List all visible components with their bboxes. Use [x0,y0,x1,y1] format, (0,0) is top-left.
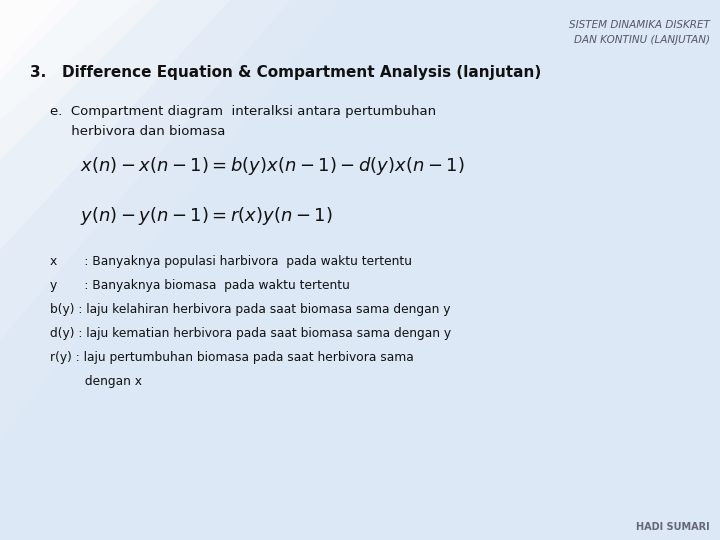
Text: e.  Compartment diagram  interalksi antara pertumbuhan: e. Compartment diagram interalksi antara… [50,105,436,118]
Text: $y\left(n\right)-y\left(n-1\right)=r\left(x\right)y\left(n-1\right)$: $y\left(n\right)-y\left(n-1\right)=r\lef… [80,205,333,227]
Text: r(y) : laju pertumbuhan biomasa pada saat herbivora sama: r(y) : laju pertumbuhan biomasa pada saa… [50,351,414,364]
Text: herbivora dan biomasa: herbivora dan biomasa [50,125,225,138]
Polygon shape [0,0,160,160]
Text: 3.   Difference Equation & Compartment Analysis (lanjutan): 3. Difference Equation & Compartment Ana… [30,65,541,80]
Text: HADI SUMARI: HADI SUMARI [636,522,710,532]
Polygon shape [0,0,290,340]
Polygon shape [0,0,340,440]
Polygon shape [0,0,140,120]
Polygon shape [0,0,80,80]
Polygon shape [0,0,60,70]
Text: dengan x: dengan x [50,375,142,388]
Text: $x\left(n\right)-x\left(n-1\right)=b\left(y\right)x\left(n-1\right)-d\left(y\rig: $x\left(n\right)-x\left(n-1\right)=b\lef… [80,155,464,177]
Text: x       : Banyaknya populasi harbivora  pada waktu tertentu: x : Banyaknya populasi harbivora pada wa… [50,255,412,268]
Text: b(y) : laju kelahiran herbivora pada saat biomasa sama dengan y: b(y) : laju kelahiran herbivora pada saa… [50,303,451,316]
Text: d(y) : laju kematian herbivora pada saat biomasa sama dengan y: d(y) : laju kematian herbivora pada saat… [50,327,451,340]
Polygon shape [0,0,230,250]
Text: SISTEM DINAMIKA DISKRET
DAN KONTINU (LANJUTAN): SISTEM DINAMIKA DISKRET DAN KONTINU (LAN… [569,20,710,45]
Text: y       : Banyaknya biomasa  pada waktu tertentu: y : Banyaknya biomasa pada waktu tertent… [50,279,350,292]
